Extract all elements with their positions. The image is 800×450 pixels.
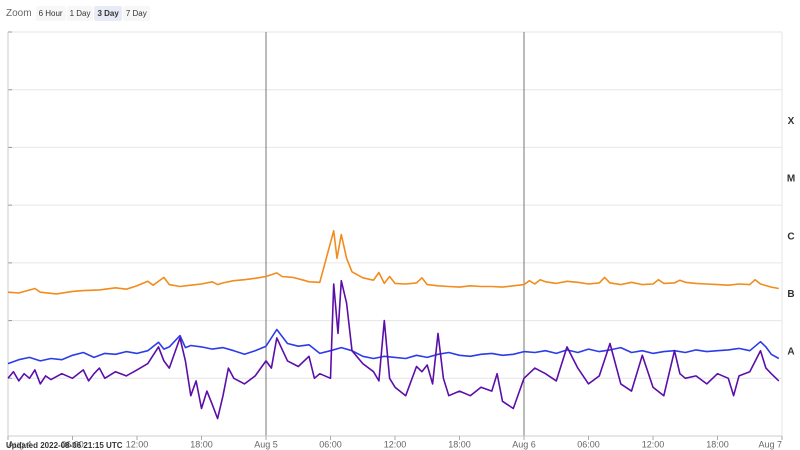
x-tick-label: 18:00 [448, 439, 471, 449]
x-tick-label: 18:00 [190, 439, 213, 449]
flare-class-labels: A B C M X [787, 116, 795, 358]
zoom-label: Zoom [6, 7, 32, 19]
series-line-3 [7, 279, 780, 420]
series-line-2 [7, 328, 780, 365]
x-tick-label: 18:00 [706, 439, 729, 449]
x-tick-label: 12:00 [126, 439, 149, 449]
updated-timestamp: Updated 2022-08-06 21:15 UTC [6, 441, 123, 450]
x-tick-label: 06:00 [577, 439, 600, 449]
x-axis: Aug 4 06:00 12:00 18:00 Aug 5 06:00 12:00 18:00… [7, 435, 783, 449]
zoom-button-1-day[interactable]: 1 Day [66, 5, 94, 21]
x-tick-label: 12:00 [642, 439, 665, 449]
flare-class-label: C [787, 231, 794, 242]
x-tick-label: 06:00 [319, 439, 342, 449]
series-layer [7, 230, 780, 420]
zoom-bar: Zoom 6 Hour 1 Day 3 Day 7 Day [6, 5, 151, 21]
x-tick-label: Aug 6 [512, 439, 536, 449]
x-tick-label: Aug 5 [254, 439, 278, 449]
zoom-button-3-day[interactable]: 3 Day [94, 5, 122, 21]
zoom-button-6-hour[interactable]: 6 Hour [35, 5, 66, 21]
x-tick-label: 12:00 [384, 439, 407, 449]
zoom-button-7-day[interactable]: 7 Day [122, 5, 150, 21]
flare-class-label: X [788, 116, 795, 127]
flare-class-label: M [787, 174, 795, 185]
x-tick-label: Aug 7 [758, 439, 782, 449]
grid [7, 31, 783, 437]
flare-class-label: A [787, 347, 794, 358]
flare-class-label: B [787, 289, 794, 300]
x-tick-label: Aug 4 [8, 439, 32, 449]
series-line-1 [7, 230, 779, 295]
x-tick-label: 06:00 [61, 439, 84, 449]
